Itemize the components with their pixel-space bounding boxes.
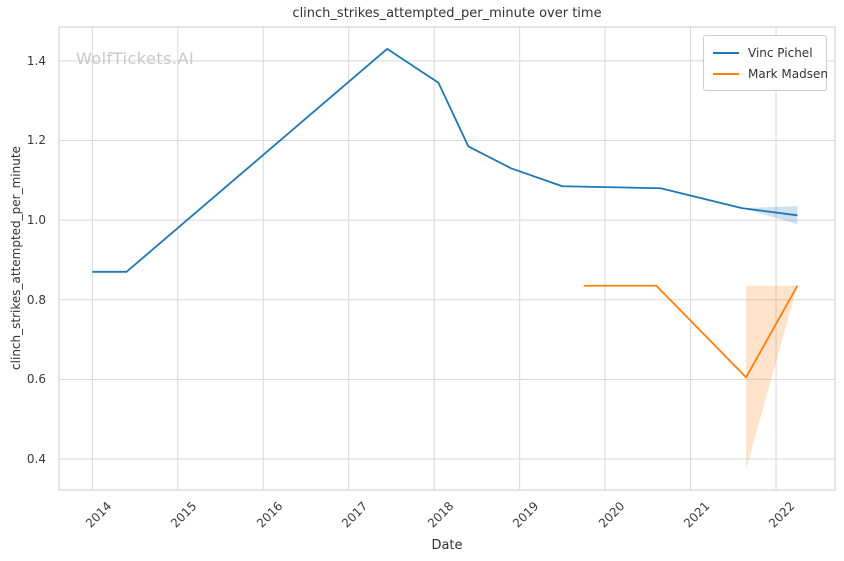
watermark: WolfTickets.AI	[76, 49, 195, 68]
legend-label: Vinc Pichel	[748, 45, 813, 60]
confidence-band	[746, 285, 798, 469]
y-tick-label: 0.8	[26, 292, 46, 307]
plot-border	[58, 26, 836, 491]
legend-line-swatch	[713, 51, 739, 54]
legend: Vinc Pichel Mark Madsen	[703, 35, 828, 91]
x-tick-label: 2022	[766, 499, 798, 531]
y-axis-label: clinch_strikes_attempted_per_minute	[9, 146, 23, 370]
y-tick-label: 1.2	[26, 133, 46, 148]
y-tick-label: 1.0	[26, 213, 46, 228]
y-tick-label: 0.6	[26, 372, 46, 387]
chart-title: clinch_strikes_attempted_per_minute over…	[292, 6, 602, 21]
series-line	[92, 47, 798, 273]
legend-label: Mark Madsen	[748, 66, 828, 81]
series-line	[583, 284, 799, 379]
legend-item-mark-madsen: Mark Madsen	[713, 63, 828, 84]
x-axis-label: Date	[431, 538, 463, 553]
y-tick-label: 1.4	[26, 53, 46, 68]
legend-item-vinc-pichel: Vinc Pichel	[713, 42, 817, 63]
legend-line-swatch	[713, 72, 739, 75]
y-tick-label: 0.4	[26, 451, 46, 466]
